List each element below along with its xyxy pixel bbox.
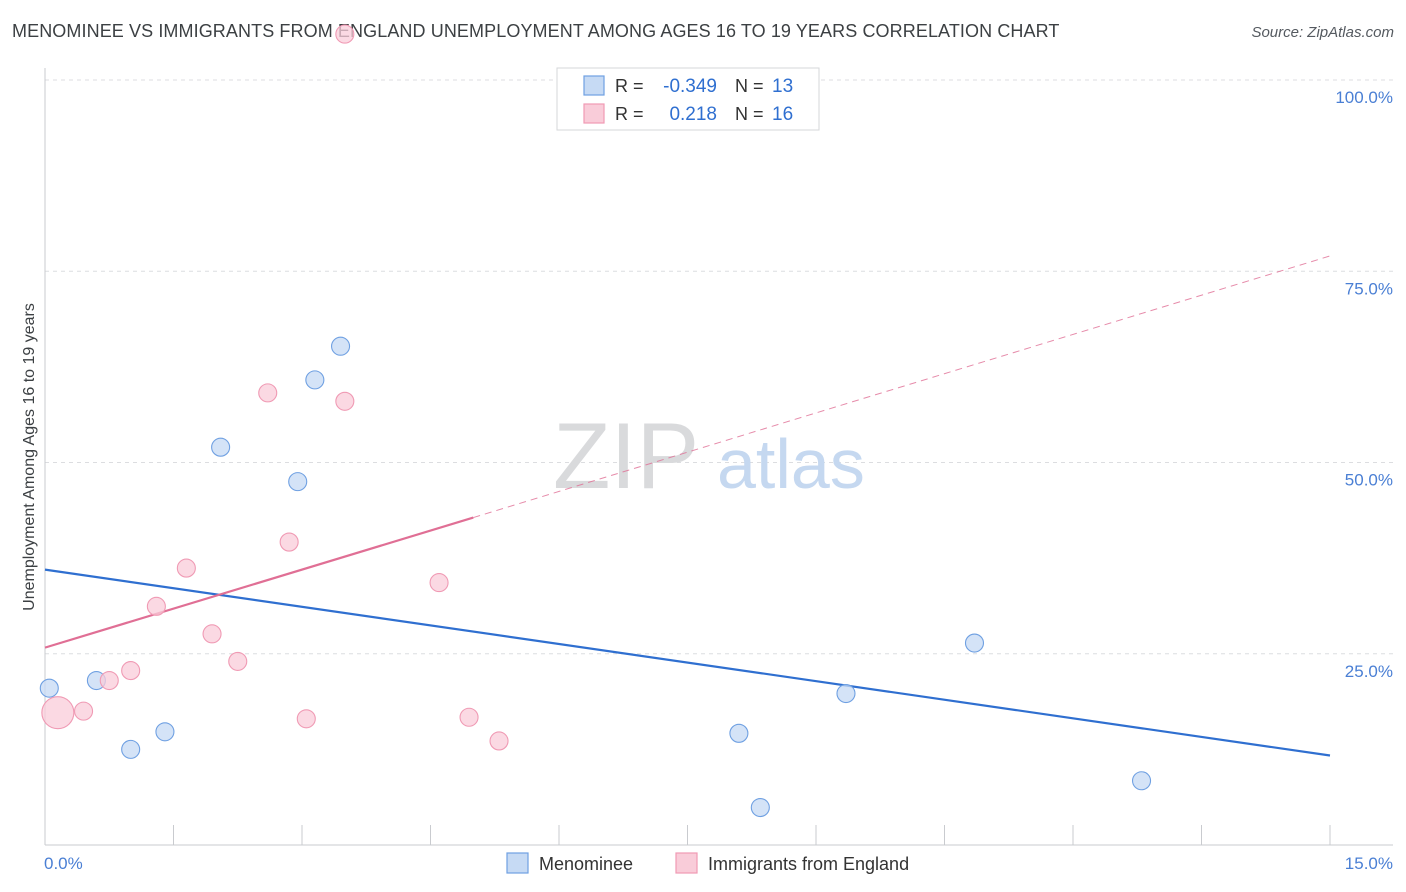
point-england-5 bbox=[176, 558, 196, 578]
stats-legend-swatch-menominee bbox=[583, 75, 605, 96]
point-england-13 bbox=[429, 573, 449, 593]
chart-title: MENOMINEE VS IMMIGRANTS FROM ENGLAND UNE… bbox=[12, 21, 1060, 41]
stats-n-label-england: N = bbox=[735, 104, 764, 124]
point-menominee-0 bbox=[39, 678, 59, 698]
legend-label-england: Immigrants from England bbox=[708, 854, 909, 874]
point-menominee-5 bbox=[288, 472, 308, 492]
point-england-8 bbox=[258, 383, 278, 403]
y-tick-label-50: 50.0% bbox=[1345, 471, 1393, 490]
point-england-11 bbox=[335, 391, 355, 411]
stats-r-label-england: R = bbox=[615, 104, 644, 124]
legend-swatch-england bbox=[675, 852, 698, 874]
legend-swatch-menominee bbox=[506, 852, 529, 874]
source-label: Source: ZipAtlas.com bbox=[1251, 24, 1394, 41]
point-england-15 bbox=[489, 731, 509, 751]
point-england-9 bbox=[279, 532, 299, 552]
y-tick-label-25: 25.0% bbox=[1345, 662, 1393, 681]
point-menominee-10 bbox=[836, 683, 856, 704]
point-menominee-2 bbox=[121, 739, 141, 759]
point-menominee-7 bbox=[330, 336, 351, 356]
point-menominee-3 bbox=[155, 722, 175, 742]
legend-label-menominee: Menominee bbox=[539, 854, 633, 874]
point-england-0 bbox=[41, 696, 75, 730]
point-england-4 bbox=[146, 596, 166, 616]
watermark-atlas: atlas bbox=[717, 425, 865, 503]
points-layer bbox=[39, 24, 1152, 818]
y-axis-title: Unemployment Among Ages 16 to 19 years bbox=[21, 303, 38, 611]
y-tick-label-100: 100.0% bbox=[1335, 88, 1393, 107]
stats-n-value-england: 16 bbox=[772, 104, 793, 125]
stats-n-label-menominee: N = bbox=[735, 76, 764, 96]
trendline-menominee bbox=[44, 568, 1331, 757]
y-tick-label-75: 75.0% bbox=[1345, 279, 1393, 298]
grid-layer bbox=[45, 79, 1393, 655]
stats-legend-swatch-england bbox=[583, 103, 605, 124]
point-menominee-6 bbox=[305, 370, 325, 390]
stats-r-value-england: 0.218 bbox=[669, 104, 717, 125]
point-england-10 bbox=[296, 709, 316, 729]
x-tick-label-max: 15.0% bbox=[1345, 854, 1393, 873]
point-england-6 bbox=[202, 624, 222, 644]
point-england-2 bbox=[99, 670, 119, 691]
stats-n-value-menominee: 13 bbox=[772, 76, 793, 97]
trend-layer bbox=[44, 255, 1331, 757]
point-england-3 bbox=[121, 661, 141, 681]
trendline-england-extension bbox=[473, 255, 1331, 519]
trendline-england bbox=[44, 516, 474, 649]
point-england-1 bbox=[74, 701, 94, 721]
stats-r-value-menominee: -0.349 bbox=[663, 76, 717, 97]
point-menominee-9 bbox=[750, 797, 770, 818]
point-menominee-4 bbox=[211, 437, 231, 457]
x-tick-label-min: 0.0% bbox=[44, 854, 83, 873]
watermark-zip: ZIP bbox=[553, 403, 699, 508]
point-menominee-11 bbox=[964, 633, 985, 653]
point-england-7 bbox=[228, 651, 248, 671]
point-menominee-12 bbox=[1131, 771, 1152, 791]
stats-legend: R = -0.349 N = 13 R = 0.218 N = 16 bbox=[556, 67, 820, 131]
point-england-12 bbox=[335, 24, 355, 44]
stats-r-label-menominee: R = bbox=[615, 76, 644, 96]
point-england-14 bbox=[459, 707, 479, 727]
point-menominee-8 bbox=[729, 723, 749, 743]
bottom-legend: Menominee Immigrants from England bbox=[506, 852, 909, 874]
